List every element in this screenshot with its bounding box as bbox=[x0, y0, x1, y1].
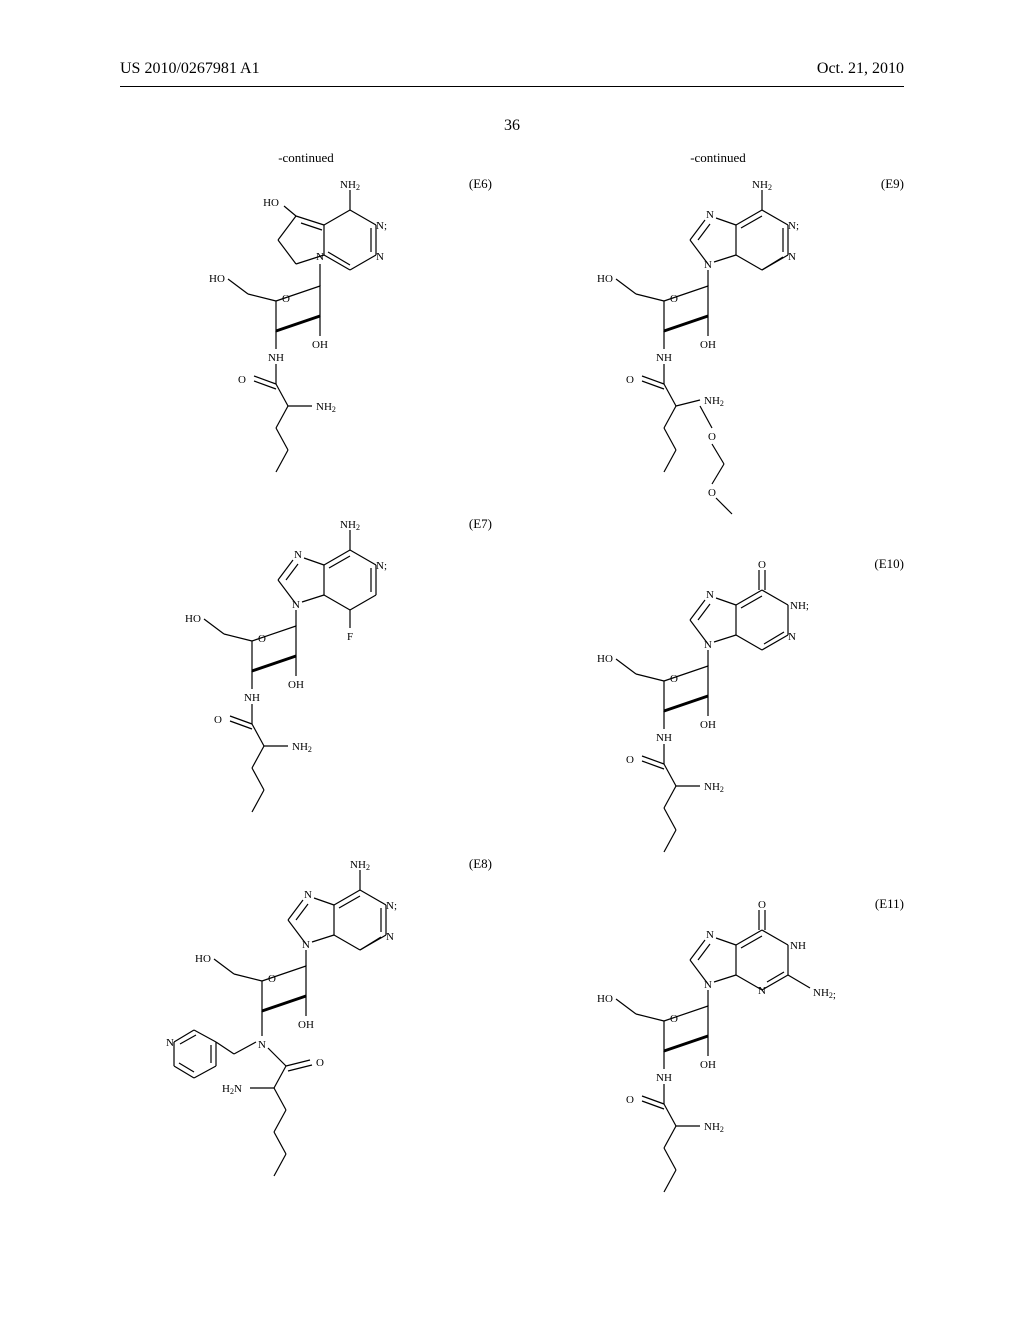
svg-text:NH: NH bbox=[656, 732, 672, 744]
svg-text:O: O bbox=[758, 899, 766, 911]
continued-label: -continued bbox=[532, 150, 904, 166]
chemical-structure-e8: N; N N N NH2 O HO bbox=[166, 856, 446, 1186]
svg-text:OH: OH bbox=[700, 1059, 716, 1071]
structure-label-e9: (E9) bbox=[881, 176, 904, 192]
chemical-structure-e11: NH N O NH2; N N O bbox=[588, 896, 848, 1206]
svg-text:O: O bbox=[282, 293, 290, 305]
svg-text:HO: HO bbox=[263, 197, 279, 209]
svg-text:N: N bbox=[376, 251, 384, 263]
svg-text:OH: OH bbox=[298, 1019, 314, 1031]
svg-text:N: N bbox=[706, 209, 714, 221]
svg-text:HO: HO bbox=[597, 653, 613, 665]
header-divider bbox=[120, 86, 904, 87]
svg-text:OH: OH bbox=[700, 719, 716, 731]
svg-text:O: O bbox=[316, 1057, 324, 1069]
svg-text:N: N bbox=[704, 639, 712, 651]
svg-text:NH2: NH2 bbox=[350, 859, 370, 872]
svg-text:N: N bbox=[258, 1039, 266, 1051]
svg-text:HO: HO bbox=[209, 273, 225, 285]
structure-label-e6: (E6) bbox=[469, 176, 492, 192]
svg-text:N: N bbox=[704, 259, 712, 271]
svg-text:NH2: NH2 bbox=[704, 781, 724, 794]
svg-text:O: O bbox=[708, 431, 716, 443]
structure-e8: (E8) N; N N N bbox=[120, 856, 492, 1186]
document-number: US 2010/0267981 A1 bbox=[120, 60, 260, 78]
svg-text:NH2: NH2 bbox=[752, 179, 772, 192]
svg-text:OH: OH bbox=[288, 679, 304, 691]
structure-label-e11: (E11) bbox=[875, 896, 904, 912]
svg-text:NH: NH bbox=[268, 352, 284, 364]
chemical-structure-e10: NH; N O N N O HO bbox=[588, 556, 848, 866]
document-date: Oct. 21, 2010 bbox=[817, 60, 904, 78]
svg-text:OH: OH bbox=[312, 339, 328, 351]
chemical-structure-e9: N; N N N NH2 O HO bbox=[588, 176, 848, 526]
svg-text:N;: N; bbox=[386, 900, 397, 912]
svg-text:O: O bbox=[268, 973, 276, 985]
continued-label: -continued bbox=[120, 150, 492, 166]
svg-text:N: N bbox=[302, 939, 310, 951]
structure-e9: (E9) N; N N N bbox=[532, 176, 904, 526]
svg-text:N;: N; bbox=[376, 220, 387, 232]
svg-text:O: O bbox=[626, 374, 634, 386]
svg-text:N: N bbox=[304, 889, 312, 901]
svg-text:F: F bbox=[347, 631, 353, 643]
svg-text:N: N bbox=[704, 979, 712, 991]
svg-text:N: N bbox=[706, 589, 714, 601]
svg-text:O: O bbox=[670, 293, 678, 305]
svg-text:HO: HO bbox=[597, 273, 613, 285]
svg-text:O: O bbox=[626, 1094, 634, 1106]
svg-text:O: O bbox=[670, 673, 678, 685]
svg-text:N: N bbox=[294, 549, 302, 561]
svg-text:O: O bbox=[708, 487, 716, 499]
structure-label-e8: (E8) bbox=[469, 856, 492, 872]
structure-e6: (E6) N; N N bbox=[120, 176, 492, 486]
structure-e10: (E10) NH; N O N bbox=[532, 556, 904, 866]
svg-text:NH2: NH2 bbox=[292, 741, 312, 754]
svg-text:HO: HO bbox=[597, 993, 613, 1005]
svg-text:NH2: NH2 bbox=[340, 179, 360, 192]
right-column: -continued (E9) N; N N bbox=[532, 150, 904, 1236]
svg-text:NH2: NH2 bbox=[340, 519, 360, 532]
svg-text:N: N bbox=[706, 929, 714, 941]
structure-e11: (E11) NH N O NH2; N bbox=[532, 896, 904, 1206]
left-column: -continued (E6) N; N bbox=[120, 150, 492, 1236]
svg-text:HO: HO bbox=[195, 953, 211, 965]
svg-text:O: O bbox=[670, 1013, 678, 1025]
structure-e7: (E7) N; F N bbox=[120, 516, 492, 826]
svg-text:NH: NH bbox=[656, 352, 672, 364]
svg-text:N: N bbox=[758, 985, 766, 997]
svg-text:HO: HO bbox=[185, 613, 201, 625]
svg-text:N: N bbox=[788, 631, 796, 643]
svg-text:NH2: NH2 bbox=[316, 401, 336, 414]
svg-text:N: N bbox=[292, 599, 300, 611]
chemical-structure-e6: N; N N NH2 HO O bbox=[176, 176, 436, 486]
svg-text:NH: NH bbox=[244, 692, 260, 704]
svg-text:H2N: H2N bbox=[222, 1083, 242, 1096]
svg-text:O: O bbox=[238, 374, 246, 386]
svg-text:O: O bbox=[626, 754, 634, 766]
svg-text:N;: N; bbox=[788, 220, 799, 232]
svg-text:OH: OH bbox=[700, 339, 716, 351]
svg-text:NH: NH bbox=[790, 940, 806, 952]
svg-text:O: O bbox=[258, 633, 266, 645]
svg-text:NH2;: NH2; bbox=[813, 987, 836, 1001]
structure-label-e7: (E7) bbox=[469, 516, 492, 532]
svg-text:NH2: NH2 bbox=[704, 1121, 724, 1134]
structure-label-e10: (E10) bbox=[874, 556, 904, 572]
svg-text:N: N bbox=[316, 251, 324, 263]
svg-text:O: O bbox=[214, 714, 222, 726]
svg-text:N: N bbox=[166, 1037, 174, 1049]
svg-text:N;: N; bbox=[376, 560, 387, 572]
svg-text:NH;: NH; bbox=[790, 600, 809, 612]
chemical-structure-e7: N; F N N NH2 O bbox=[176, 516, 436, 826]
page-number: 36 bbox=[0, 117, 1024, 135]
svg-text:N: N bbox=[788, 251, 796, 263]
svg-text:N: N bbox=[386, 931, 394, 943]
svg-text:NH2: NH2 bbox=[704, 395, 724, 408]
svg-text:O: O bbox=[758, 559, 766, 571]
svg-text:NH: NH bbox=[656, 1072, 672, 1084]
